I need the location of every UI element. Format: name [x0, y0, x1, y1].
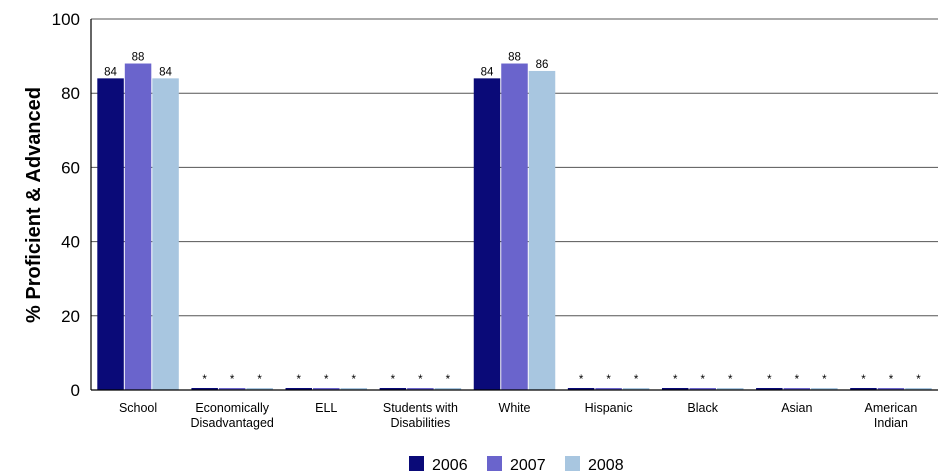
data-label: * [822, 374, 827, 386]
y-axis-ticks: 0 20 40 60 80 100 [52, 10, 80, 400]
data-labels: 84 88 84 * * * * * * * * * 84 88 86 * * * * * * * * * * * * [104, 52, 921, 386]
bar-2008 [622, 388, 650, 390]
x-category-label: Black [687, 401, 718, 415]
data-label: * [795, 374, 800, 386]
data-label: 84 [159, 66, 172, 78]
bar-2008 [811, 388, 838, 390]
bar-2007 [783, 388, 811, 390]
bar-2008 [905, 388, 932, 390]
data-label: * [202, 374, 207, 386]
data-label: * [352, 374, 357, 386]
data-label: * [634, 374, 639, 386]
data-label: 84 [104, 66, 117, 78]
bar-2006 [756, 388, 783, 390]
bar-2008 [340, 388, 368, 390]
x-category-label: Disadvantaged [190, 416, 273, 430]
bar-2007 [877, 388, 905, 390]
data-label: * [861, 374, 866, 386]
bar-2008 [246, 388, 273, 390]
data-label: 88 [508, 52, 521, 64]
data-label: * [324, 374, 329, 386]
data-label: * [579, 374, 584, 386]
y-tick-label: 60 [61, 158, 80, 177]
legend-label: 2008 [588, 457, 624, 474]
data-label: 84 [481, 66, 494, 78]
bar-2006 [191, 388, 218, 390]
legend-label: 2007 [510, 457, 546, 474]
y-tick-label: 40 [61, 233, 80, 252]
x-category-label: American [865, 401, 918, 415]
bars [97, 63, 932, 391]
data-label: * [230, 374, 235, 386]
x-category-label: Disabilities [391, 416, 451, 430]
x-category-label: Hispanic [585, 401, 633, 415]
x-category-label: Indian [874, 416, 908, 430]
bar-2006 [97, 78, 124, 391]
x-category-label: Economically [195, 401, 269, 415]
bar-2008 [152, 78, 179, 391]
bar-2007 [218, 388, 246, 390]
bar-2006 [661, 388, 689, 390]
x-category-label: Asian [781, 401, 812, 415]
x-category-label: ELL [315, 401, 337, 415]
legend-swatch [565, 456, 580, 471]
bar-2006 [473, 78, 501, 391]
bar-2007 [501, 63, 528, 391]
data-label: * [889, 374, 894, 386]
axes [90, 19, 938, 391]
bar-2007 [689, 388, 716, 390]
bar-2006 [850, 388, 877, 390]
x-category-label: School [119, 401, 157, 415]
data-label: * [391, 374, 396, 386]
data-label: * [728, 374, 733, 386]
legend-swatch [487, 456, 502, 471]
data-label: * [297, 374, 302, 386]
x-category-label: White [499, 401, 531, 415]
y-tick-label: 20 [61, 307, 80, 326]
bar-2008 [716, 388, 744, 390]
bar-2007 [124, 63, 152, 391]
y-axis-label: % Proficient & Advanced [23, 87, 45, 323]
data-label: * [418, 374, 423, 386]
legend: 2006 2007 2008 [409, 456, 624, 474]
bar-2007 [407, 388, 434, 390]
data-label: * [767, 374, 772, 386]
data-label: * [446, 374, 451, 386]
bar-2008 [434, 388, 462, 390]
bar-2006 [285, 388, 313, 390]
y-tick-label: 0 [71, 381, 80, 400]
legend-swatch [409, 456, 424, 471]
data-label: 88 [132, 52, 145, 64]
y-tick-label: 100 [52, 10, 80, 29]
data-label: * [673, 374, 678, 386]
data-label: 86 [536, 59, 549, 71]
data-label: * [606, 374, 611, 386]
data-label: * [700, 374, 705, 386]
legend-label: 2006 [432, 457, 468, 474]
data-label: * [257, 374, 262, 386]
bar-2008 [528, 70, 556, 390]
bar-2007 [595, 388, 622, 390]
bar-2006 [567, 388, 595, 390]
bar-2007 [313, 388, 340, 390]
data-label: * [916, 374, 921, 386]
y-tick-label: 80 [61, 84, 80, 103]
bar-2006 [379, 388, 407, 390]
x-category-label: Students with [383, 401, 458, 415]
